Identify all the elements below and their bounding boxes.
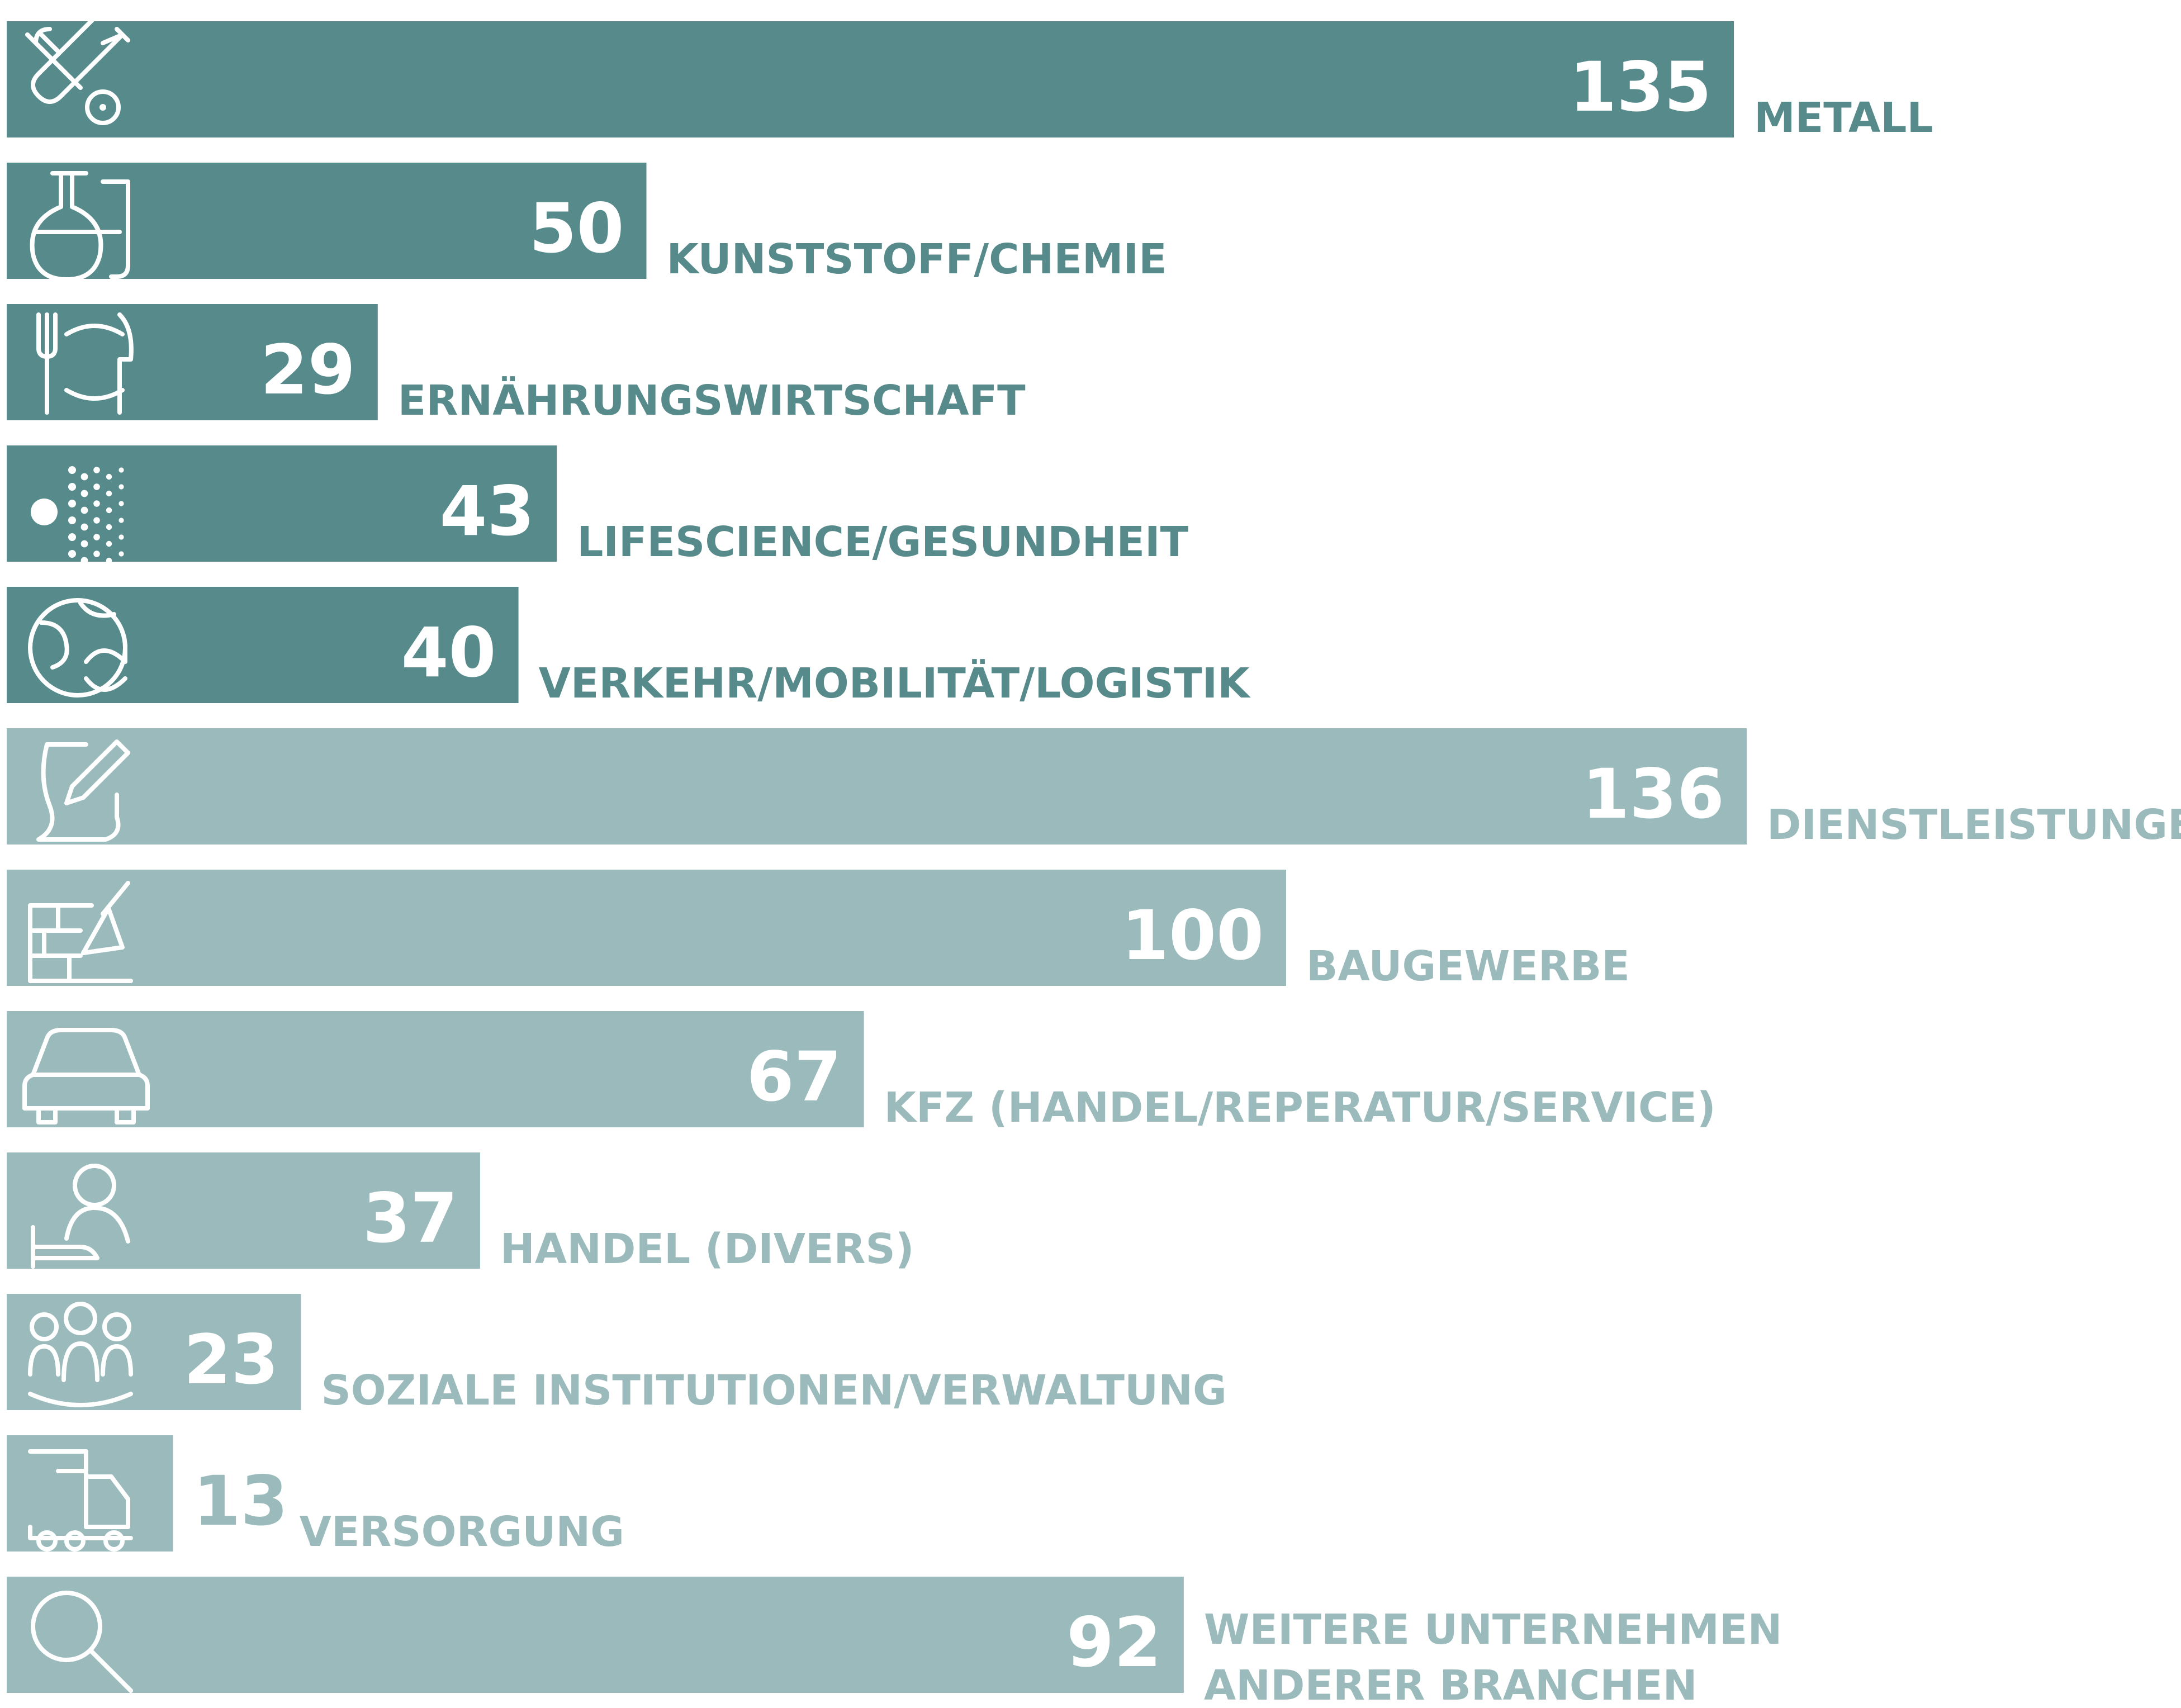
- category-label: SOZIALE INSTITUTIONEN/VERWALTUNG: [321, 1367, 1226, 1415]
- category-label: ANDERER BRANCHEN: [1204, 1662, 1698, 1708]
- bar-value-label: 50: [529, 189, 624, 268]
- category-label: BAUGEWERBE: [1306, 942, 1630, 990]
- document-pen-icon: [36, 739, 130, 842]
- truck-icon: [28, 1449, 133, 1552]
- tools-icon: [25, 10, 130, 125]
- category-label: HANDEL (DIVERS): [500, 1225, 914, 1273]
- category-label: DIENSTLEISTUNGEN: [1767, 801, 2181, 849]
- bar-value-label: 136: [1582, 755, 1724, 834]
- bar-7: [7, 870, 1286, 986]
- category-label: METALL: [1754, 94, 1933, 142]
- bar-value-label: 100: [1121, 896, 1264, 975]
- bar-value-label: 37: [363, 1179, 458, 1258]
- bar-value-label: 40: [401, 613, 496, 692]
- car-icon: [22, 1028, 150, 1125]
- molecule-dots-icon: [31, 466, 124, 564]
- cutlery-plate-icon: [36, 312, 134, 415]
- bar-value-label: 67: [747, 1037, 842, 1117]
- bar-3: [7, 304, 378, 420]
- bar-value-label: 92: [1066, 1603, 1161, 1682]
- people-group-icon: [28, 1302, 133, 1407]
- magnifier-icon: [31, 1591, 133, 1693]
- category-label: VERKEHR/MOBILITÄT/LOGISTIK: [539, 658, 1251, 708]
- bar-value-label: 23: [184, 1320, 279, 1399]
- category-label: ERNÄHRUNGSWIRTSCHAFT: [398, 376, 1026, 425]
- bar-value-label: 135: [1569, 48, 1711, 127]
- category-label: KFZ (HANDEL/REPERATUR/SERVICE): [884, 1084, 1716, 1132]
- bar-6: [7, 728, 1747, 844]
- flask-icon: [30, 171, 130, 282]
- bar-value-label: 43: [439, 472, 534, 551]
- bar-1: [7, 21, 1734, 137]
- category-label: LIFESCIENCE/GESUNDHEIT: [577, 518, 1188, 566]
- bar-12: [7, 1577, 1184, 1693]
- bar-11: [7, 1435, 173, 1552]
- bar-value-label: 29: [260, 330, 355, 410]
- category-label: VERSORGUNG: [300, 1508, 625, 1556]
- category-label: KUNSTSTOFF/CHEMIE: [666, 235, 1167, 283]
- globe-refresh-icon: [28, 598, 127, 698]
- person-hand-icon: [31, 1164, 130, 1269]
- bar-value-label: 13: [193, 1462, 288, 1541]
- category-label: WEITERE UNTERNEHMEN: [1204, 1606, 1782, 1654]
- brick-trowel-icon: [28, 881, 133, 983]
